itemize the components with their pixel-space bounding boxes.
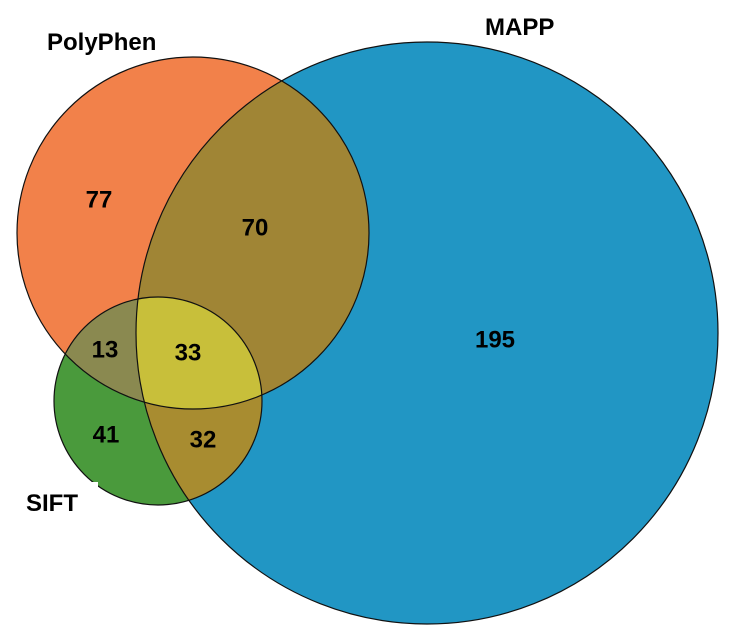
- sift-only-value: 41: [93, 421, 120, 448]
- all-three-value: 33: [175, 339, 202, 366]
- polyphen-sift-value: 13: [92, 336, 119, 363]
- polyphen-outline: [16, 56, 370, 410]
- polyphen-only-value: 77: [86, 186, 113, 213]
- polyphen-mapp-overlap: [136, 57, 369, 409]
- sift-label: SIFT: [26, 490, 78, 517]
- sift-outline: [53, 296, 263, 506]
- sift-mapp-value: 32: [190, 426, 217, 453]
- mapp-label: MAPP: [485, 14, 554, 41]
- polyphen-label: PolyPhen: [47, 29, 156, 56]
- mapp-outline: [135, 41, 719, 625]
- polyphen-sift-overlap: [54, 297, 262, 409]
- sift-label-backdrop: [22, 482, 98, 516]
- polyphen-mapp-value: 70: [242, 214, 269, 241]
- mapp-only-value: 195: [475, 326, 515, 353]
